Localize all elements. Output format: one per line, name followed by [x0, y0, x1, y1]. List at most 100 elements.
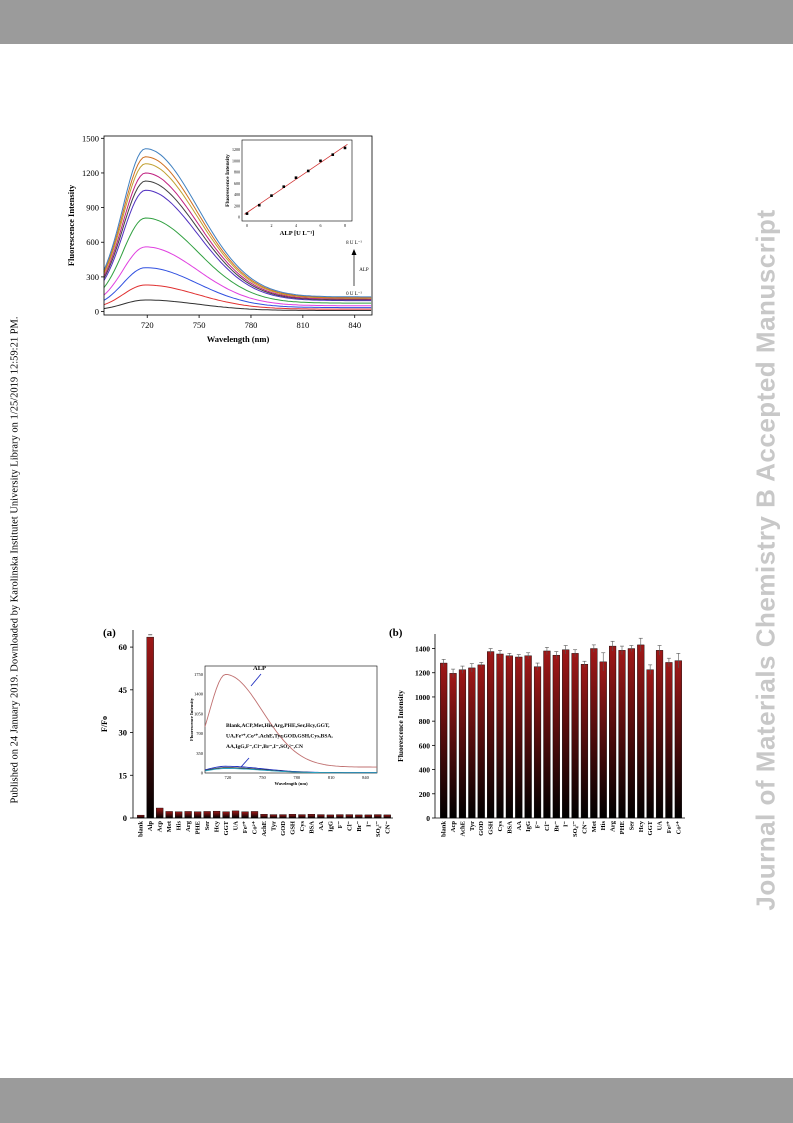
category-label: Arg [610, 820, 617, 832]
category-label: Br⁻ [356, 820, 363, 831]
bar [260, 814, 268, 819]
spectrum-curve [103, 284, 372, 310]
inset-frame [241, 139, 353, 222]
inset-frame [204, 665, 378, 774]
spectrum-curve [103, 180, 372, 301]
bar [468, 667, 476, 819]
bar [212, 810, 221, 819]
inset-y-tick-label: 1000 [232, 158, 240, 163]
inset-x-tick-label: 840 [362, 775, 370, 780]
bar [571, 653, 579, 819]
category-label: UA [233, 821, 240, 831]
category-label: AA [318, 821, 325, 831]
inset-data-point [331, 153, 335, 156]
x-tick-label: 750 [193, 320, 206, 330]
bar [487, 651, 495, 819]
category-label: AA [516, 821, 523, 831]
x-tick-label: 810 [296, 320, 309, 330]
category-label: AchE [459, 821, 466, 837]
inset-y-tick-label: 0 [238, 215, 240, 220]
inset-y-tick-label: 700 [196, 731, 204, 736]
y-tick-label: 900 [86, 203, 99, 213]
bar [241, 811, 249, 819]
bar [317, 814, 325, 819]
bar [580, 664, 589, 819]
bar [505, 655, 513, 819]
category-label: CN⁻ [581, 820, 588, 833]
bar [543, 650, 551, 819]
top-annotation-label: 8 U L⁻¹ [346, 240, 362, 246]
inset-x-axis-label: ALP [U L⁻¹] [280, 230, 315, 237]
inset-y-tick-label: 1200 [232, 147, 240, 152]
y-tick-label: 1500 [82, 133, 99, 143]
category-label: GGT [647, 820, 654, 835]
y-tick-label: 0 [95, 307, 99, 317]
bar [355, 814, 363, 819]
inset-alp-label: ALP [253, 665, 266, 672]
inset-group-label: Blank,ACP,Met,His,Arg,PHE,Ser,Hcy,GGT, [226, 723, 330, 729]
inset-x-axis-label: Wavelength (nm) [274, 781, 308, 786]
header-bar [0, 0, 793, 44]
category-label: GOD [280, 821, 287, 836]
x-axis-label: Wavelength (nm) [207, 334, 270, 344]
category-label: Cys [497, 821, 504, 832]
x-tick-label: 720 [141, 320, 154, 330]
spectrum-curve [103, 299, 372, 311]
bar [552, 654, 560, 819]
bar [599, 661, 607, 819]
bar [637, 644, 645, 819]
category-label: Met [166, 820, 173, 832]
category-label: Tyr [270, 821, 277, 831]
bar [194, 811, 202, 819]
category-label: GGT [223, 820, 230, 835]
y-tick-label: 800 [419, 717, 431, 726]
category-label: IgG [525, 821, 532, 832]
y-tick-label: 1200 [415, 669, 430, 678]
category-label: Acp [450, 821, 457, 833]
y-tick-label: 400 [419, 766, 431, 775]
category-label: Co²⁺ [252, 820, 259, 834]
y-tick-label: 45 [119, 685, 128, 695]
y-tick-label: 30 [119, 728, 128, 738]
bar [156, 807, 164, 819]
inset-y-tick-label: 1750 [194, 672, 204, 677]
category-label: F⁻ [337, 820, 344, 828]
category-label: F⁻ [535, 820, 542, 828]
inset-fit-line [244, 143, 348, 215]
y-tick-label: 600 [86, 237, 99, 247]
bar [627, 648, 635, 819]
inset-x-tick-label: 780 [293, 775, 301, 780]
bar [336, 814, 344, 819]
inset-y-tick-label: 600 [234, 181, 240, 186]
y-tick-label: 60 [119, 642, 128, 652]
y-tick-label: 1000 [415, 693, 430, 702]
category-label: Hcy [638, 820, 645, 832]
bar [477, 664, 485, 819]
bar [374, 814, 382, 819]
bar [590, 648, 598, 819]
bar [288, 814, 297, 819]
category-label: UA [657, 821, 664, 831]
inset-y-axis-label: Fluorescence Intensity [189, 697, 194, 741]
bar [250, 811, 259, 819]
inset-y-tick-label: 1400 [194, 692, 204, 697]
bar [515, 656, 523, 819]
category-label: Cys [299, 821, 306, 832]
inset-x-tick-label: 4 [295, 223, 297, 228]
category-label: AchE [261, 821, 268, 837]
bar [524, 655, 532, 819]
category-label: blank [441, 821, 448, 837]
category-label: Alp [147, 821, 154, 832]
inset-group-arrow [240, 757, 250, 768]
category-label: Arg [185, 820, 192, 832]
category-label: Br⁻ [553, 820, 560, 831]
footer-bar [0, 1078, 793, 1123]
bar [496, 653, 504, 819]
inset-data-point [257, 203, 261, 207]
category-label: CN⁻ [384, 820, 391, 833]
spectrum-curve [103, 246, 372, 307]
category-label: SO₄²⁻ [375, 820, 382, 837]
bar [674, 660, 682, 819]
spectrum-curve [103, 172, 372, 300]
bar [307, 814, 316, 819]
